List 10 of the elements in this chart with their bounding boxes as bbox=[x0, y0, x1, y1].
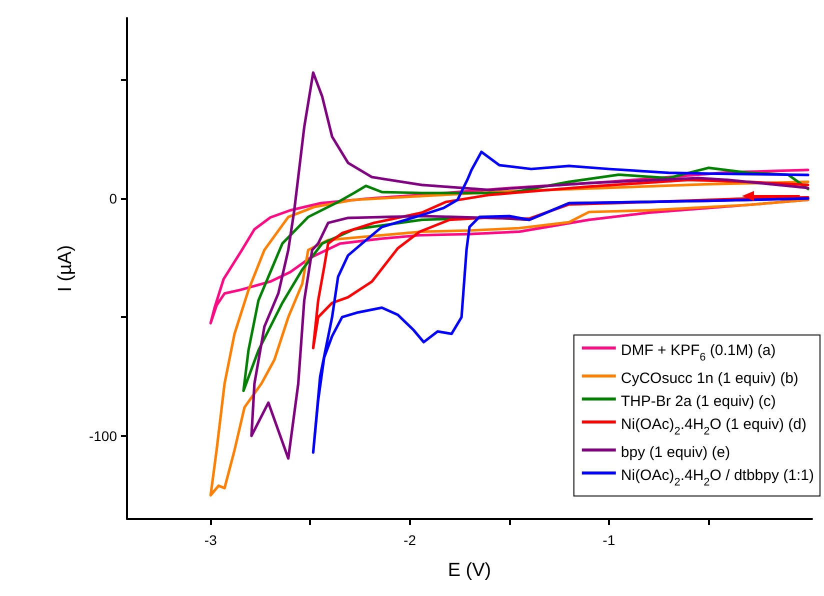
x-axis-title: E (V) bbox=[448, 560, 492, 581]
y-axis-title: I (µA) bbox=[55, 245, 76, 292]
legend-label: CyCOsucc 1n (1 equiv) (b) bbox=[620, 370, 798, 387]
y-tick-label: -100 bbox=[88, 428, 118, 444]
legend-label: THP-Br 2a (1 equiv) (c) bbox=[620, 393, 776, 410]
x-tick-label: -2 bbox=[404, 532, 416, 548]
legend-label: bpy (1 equiv) (e) bbox=[620, 444, 730, 461]
y-tick-label: 0 bbox=[109, 190, 118, 206]
x-tick-label: -1 bbox=[602, 532, 616, 548]
x-tick-label: -3 bbox=[204, 532, 218, 548]
